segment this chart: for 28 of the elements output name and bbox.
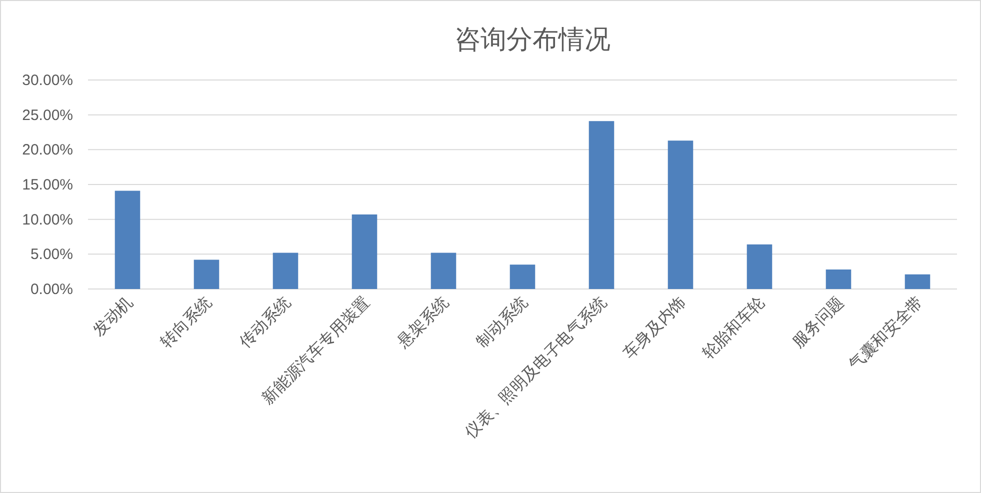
x-tick-label: 悬架系统 <box>394 293 452 352</box>
x-tick-label: 发动机 <box>90 293 136 340</box>
bar <box>826 269 852 289</box>
bar <box>746 244 772 289</box>
bar <box>194 260 220 289</box>
x-tick-label: 轮胎和车轮 <box>699 293 768 362</box>
bar <box>114 190 140 289</box>
y-tick-label: 10.00% <box>22 211 73 228</box>
y-tick-label: 0.00% <box>30 281 73 298</box>
y-tick-label: 25.00% <box>22 106 73 124</box>
chart-title: 咨询分布情况 <box>454 24 610 54</box>
y-tick-label: 5.00% <box>30 246 73 264</box>
bar <box>352 214 378 289</box>
y-tick-label: 30.00% <box>22 72 73 89</box>
x-tick-label: 服务问题 <box>789 293 848 352</box>
bar <box>904 274 930 289</box>
bar <box>510 264 536 289</box>
y-tick-label: 20.00% <box>22 142 73 159</box>
bar <box>430 252 456 289</box>
bar <box>588 121 614 289</box>
y-tick-label: 15.00% <box>22 176 73 194</box>
bar <box>272 252 298 289</box>
x-tick-label: 车身及内饰 <box>620 293 690 362</box>
x-tick-label: 气囊和安全带 <box>846 293 926 374</box>
x-tick-label: 制动系统 <box>473 293 532 352</box>
x-tick-label: 传动系统 <box>236 293 294 352</box>
bar <box>668 140 694 289</box>
x-tick-label: 转向系统 <box>157 293 216 352</box>
